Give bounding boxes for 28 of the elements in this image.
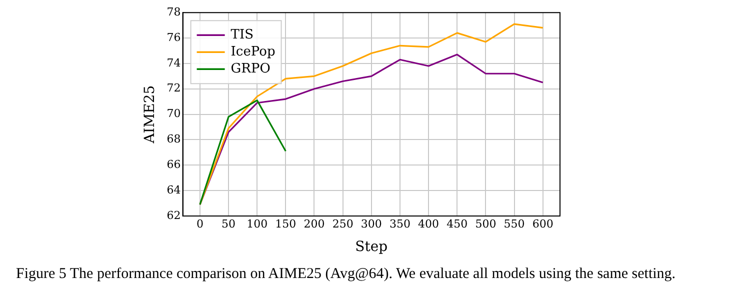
- y-tick-label: 68: [166, 132, 181, 146]
- y-tick-label: 62: [166, 208, 181, 222]
- legend-label: IcePop: [230, 44, 276, 60]
- x-tick-label: 50: [222, 217, 236, 230]
- y-tick-label: 76: [166, 30, 181, 44]
- caption: Figure 5 The performance comparison on AIME25 (Avg@64). We evaluate all models using the same setting.: [15, 265, 677, 283]
- legend-label: GRPO: [230, 61, 270, 76]
- y-tick-label: 72: [166, 82, 181, 95]
- x-tick-label: 150: [275, 217, 296, 230]
- x-tick-label: 550: [504, 217, 525, 230]
- x-tick-label: 500: [475, 217, 496, 230]
- x-tick-label: 200: [304, 217, 325, 230]
- x-tick-label: 100: [246, 217, 268, 230]
- y-tick-label: 66: [166, 158, 181, 172]
- y-axis-title: AIME25: [142, 85, 158, 144]
- y-tick-label: 64: [166, 183, 181, 196]
- x-tick-label: 0: [196, 217, 204, 230]
- x-tick-label: 350: [389, 217, 410, 230]
- y-tick-label: 70: [166, 107, 181, 120]
- y-tick-label: 74: [166, 56, 181, 70]
- x-tick-label: 600: [532, 217, 554, 230]
- x-tick-label: 450: [446, 217, 468, 230]
- x-tick-label: 400: [418, 217, 440, 230]
- x-tick-label: 300: [360, 217, 382, 230]
- y-tick-label: 78: [166, 5, 181, 18]
- x-tick-label: 250: [332, 217, 354, 230]
- x-axis-title: Step: [355, 239, 388, 256]
- legend-label: TIS: [230, 27, 254, 42]
